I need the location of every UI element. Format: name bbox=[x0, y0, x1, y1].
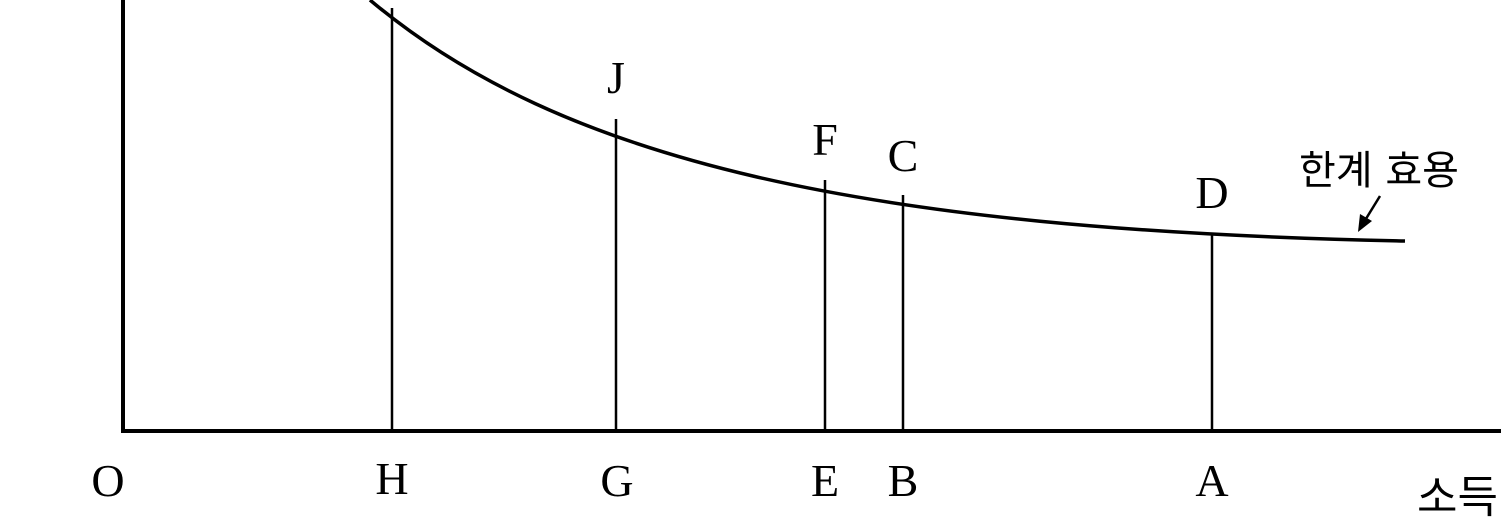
curve-label-d: D bbox=[1195, 167, 1228, 218]
x-label-g: G bbox=[600, 455, 633, 506]
curve-label-arrow bbox=[1362, 195, 1382, 223]
x-label-a: A bbox=[1195, 455, 1228, 506]
curve-label-c: C bbox=[888, 130, 919, 181]
curve-label-j: J bbox=[607, 52, 625, 103]
origin-label: O bbox=[91, 455, 124, 506]
x-label-e: E bbox=[811, 455, 839, 506]
x-label-h: H bbox=[375, 453, 408, 504]
arrowhead-icon bbox=[1358, 214, 1372, 232]
x-label-b: B bbox=[888, 455, 919, 506]
curve-label-f: F bbox=[812, 114, 838, 165]
curve-name-label: 한계 효용 bbox=[1299, 148, 1459, 194]
x-axis-title: 소득 bbox=[1417, 472, 1498, 523]
marginal-utility-curve bbox=[368, 0, 1406, 243]
